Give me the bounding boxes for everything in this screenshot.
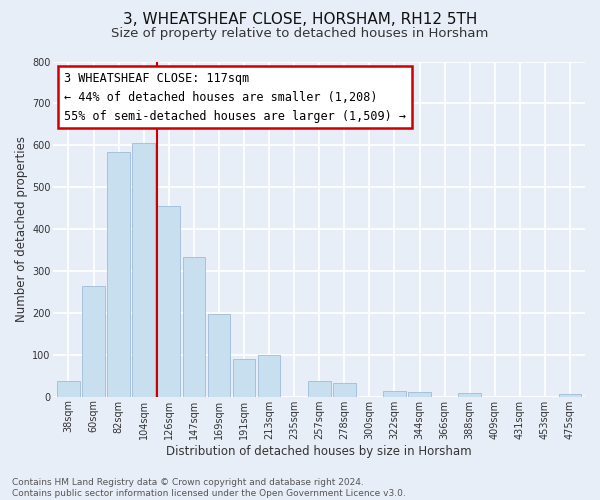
Bar (208, 314, 230, 396)
Bar (258, 355, 280, 397)
Bar (107, 152, 130, 396)
Bar (333, 384, 356, 396)
Text: Contains HM Land Registry data © Crown copyright and database right 2024.
Contai: Contains HM Land Registry data © Crown c… (12, 478, 406, 498)
Text: Size of property relative to detached houses in Horsham: Size of property relative to detached ho… (112, 28, 488, 40)
Bar (458, 394, 481, 396)
X-axis label: Distribution of detached houses by size in Horsham: Distribution of detached houses by size … (166, 444, 472, 458)
Y-axis label: Number of detached properties: Number of detached properties (15, 136, 28, 322)
Text: 3 WHEATSHEAF CLOSE: 117sqm
← 44% of detached houses are smaller (1,208)
55% of s: 3 WHEATSHEAF CLOSE: 117sqm ← 44% of deta… (64, 72, 406, 122)
Bar (559, 394, 581, 396)
Bar (383, 391, 406, 396)
Bar (182, 257, 205, 396)
Text: 3, WHEATSHEAF CLOSE, HORSHAM, RH12 5TH: 3, WHEATSHEAF CLOSE, HORSHAM, RH12 5TH (123, 12, 477, 28)
Bar (57, 380, 80, 396)
Bar (408, 392, 431, 396)
Bar (308, 380, 331, 396)
Bar (157, 206, 180, 396)
Bar (233, 358, 255, 397)
Bar (133, 143, 155, 397)
Bar (82, 286, 105, 397)
